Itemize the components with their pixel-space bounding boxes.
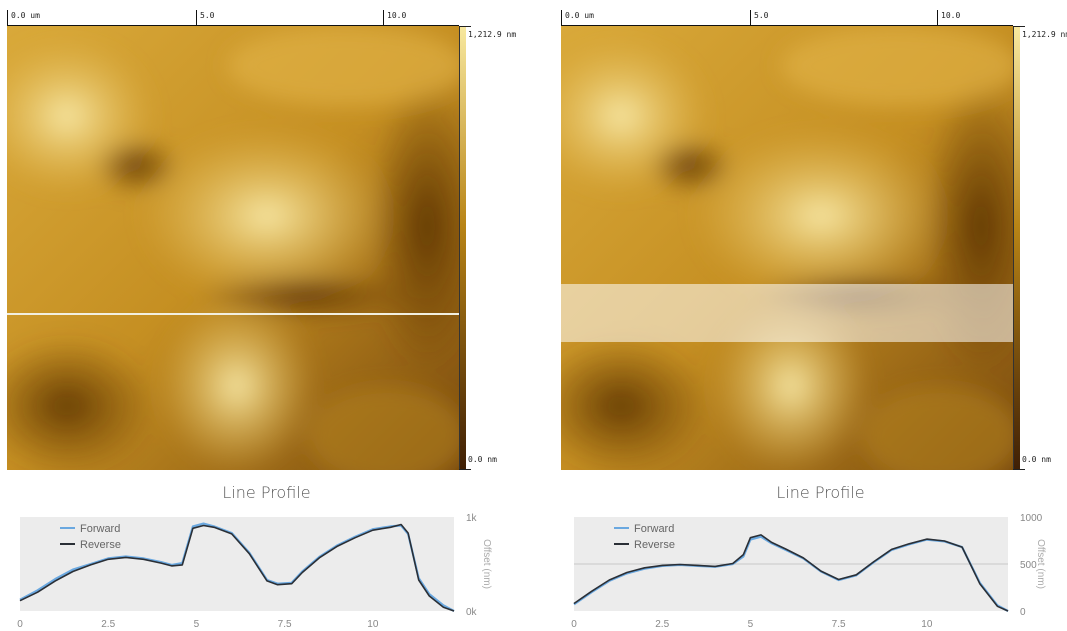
- profile-band[interactable]: [561, 284, 1013, 342]
- ruler-label-mid: 5.0: [200, 11, 215, 20]
- colorbar-max-label: 1,212.9 nm: [468, 30, 517, 39]
- colorbar-min-label: 0.0 nm: [1022, 455, 1051, 464]
- colorbar-max-label: 1,212.9 nm: [1022, 30, 1067, 39]
- line-profile-title: Line Profile: [222, 483, 311, 502]
- x-tick-label: 0: [17, 619, 23, 630]
- y-tick-label: 500: [1020, 560, 1037, 571]
- y-tick-label: 1k: [466, 513, 478, 524]
- y-tick-label: 0: [1020, 607, 1026, 618]
- colorbar: [1013, 26, 1020, 470]
- x-tick-label: 2.5: [655, 619, 669, 630]
- scan-ruler: 0.0 um 5.0 10.0: [561, 0, 1013, 26]
- afm-panel-right: 0.0 um 5.0 10.0: [554, 0, 1067, 631]
- series-line-reverse: [573, 534, 1009, 612]
- ruler-label-start: 0.0 um: [565, 11, 594, 20]
- ruler-label-start: 0.0 um: [11, 11, 40, 20]
- afm-height-image[interactable]: [7, 26, 459, 470]
- ruler-label-end: 10.0: [941, 11, 961, 20]
- x-tick-label: 7.5: [278, 619, 292, 630]
- y-tick-label: 1000: [1020, 513, 1043, 524]
- y-axis-label: Offset (nm): [1035, 539, 1046, 589]
- afm-panel-left: 0.0 um 5.0 10.0: [0, 0, 533, 631]
- y-tick-label: 0k: [466, 607, 478, 618]
- legend-label: Forward: [634, 523, 674, 535]
- series-line-reverse: [19, 523, 455, 612]
- x-tick-label: 7.5: [832, 619, 846, 630]
- scan-ruler: 0.0 um 5.0 10.0: [7, 0, 459, 26]
- legend-label: Reverse: [634, 539, 675, 551]
- line-profile-chart[interactable]: 0 2.5 5 7.5 10 0k 1k Offset (nm) Forward Reverse: [0, 505, 533, 631]
- line-profile-chart[interactable]: 0 2.5 5 7.5 10 0 500 1000 Offset (nm) Forward Reve…: [554, 505, 1067, 631]
- x-tick-label: 10: [367, 619, 379, 630]
- legend-label: Forward: [80, 523, 120, 535]
- ruler-label-end: 10.0: [387, 11, 407, 20]
- x-tick-label: 0: [571, 619, 577, 630]
- x-tick-label: 2.5: [101, 619, 115, 630]
- line-profile-title: Line Profile: [776, 483, 865, 502]
- colorbar-min-label: 0.0 nm: [468, 455, 497, 464]
- legend-label: Reverse: [80, 539, 121, 551]
- x-tick-label: 5: [194, 619, 200, 630]
- afm-height-image[interactable]: [561, 26, 1013, 470]
- x-tick-label: 5: [748, 619, 754, 630]
- colorbar: [459, 26, 466, 470]
- y-axis-label: Offset (nm): [481, 539, 492, 589]
- ruler-label-mid: 5.0: [754, 11, 769, 20]
- x-tick-label: 10: [921, 619, 933, 630]
